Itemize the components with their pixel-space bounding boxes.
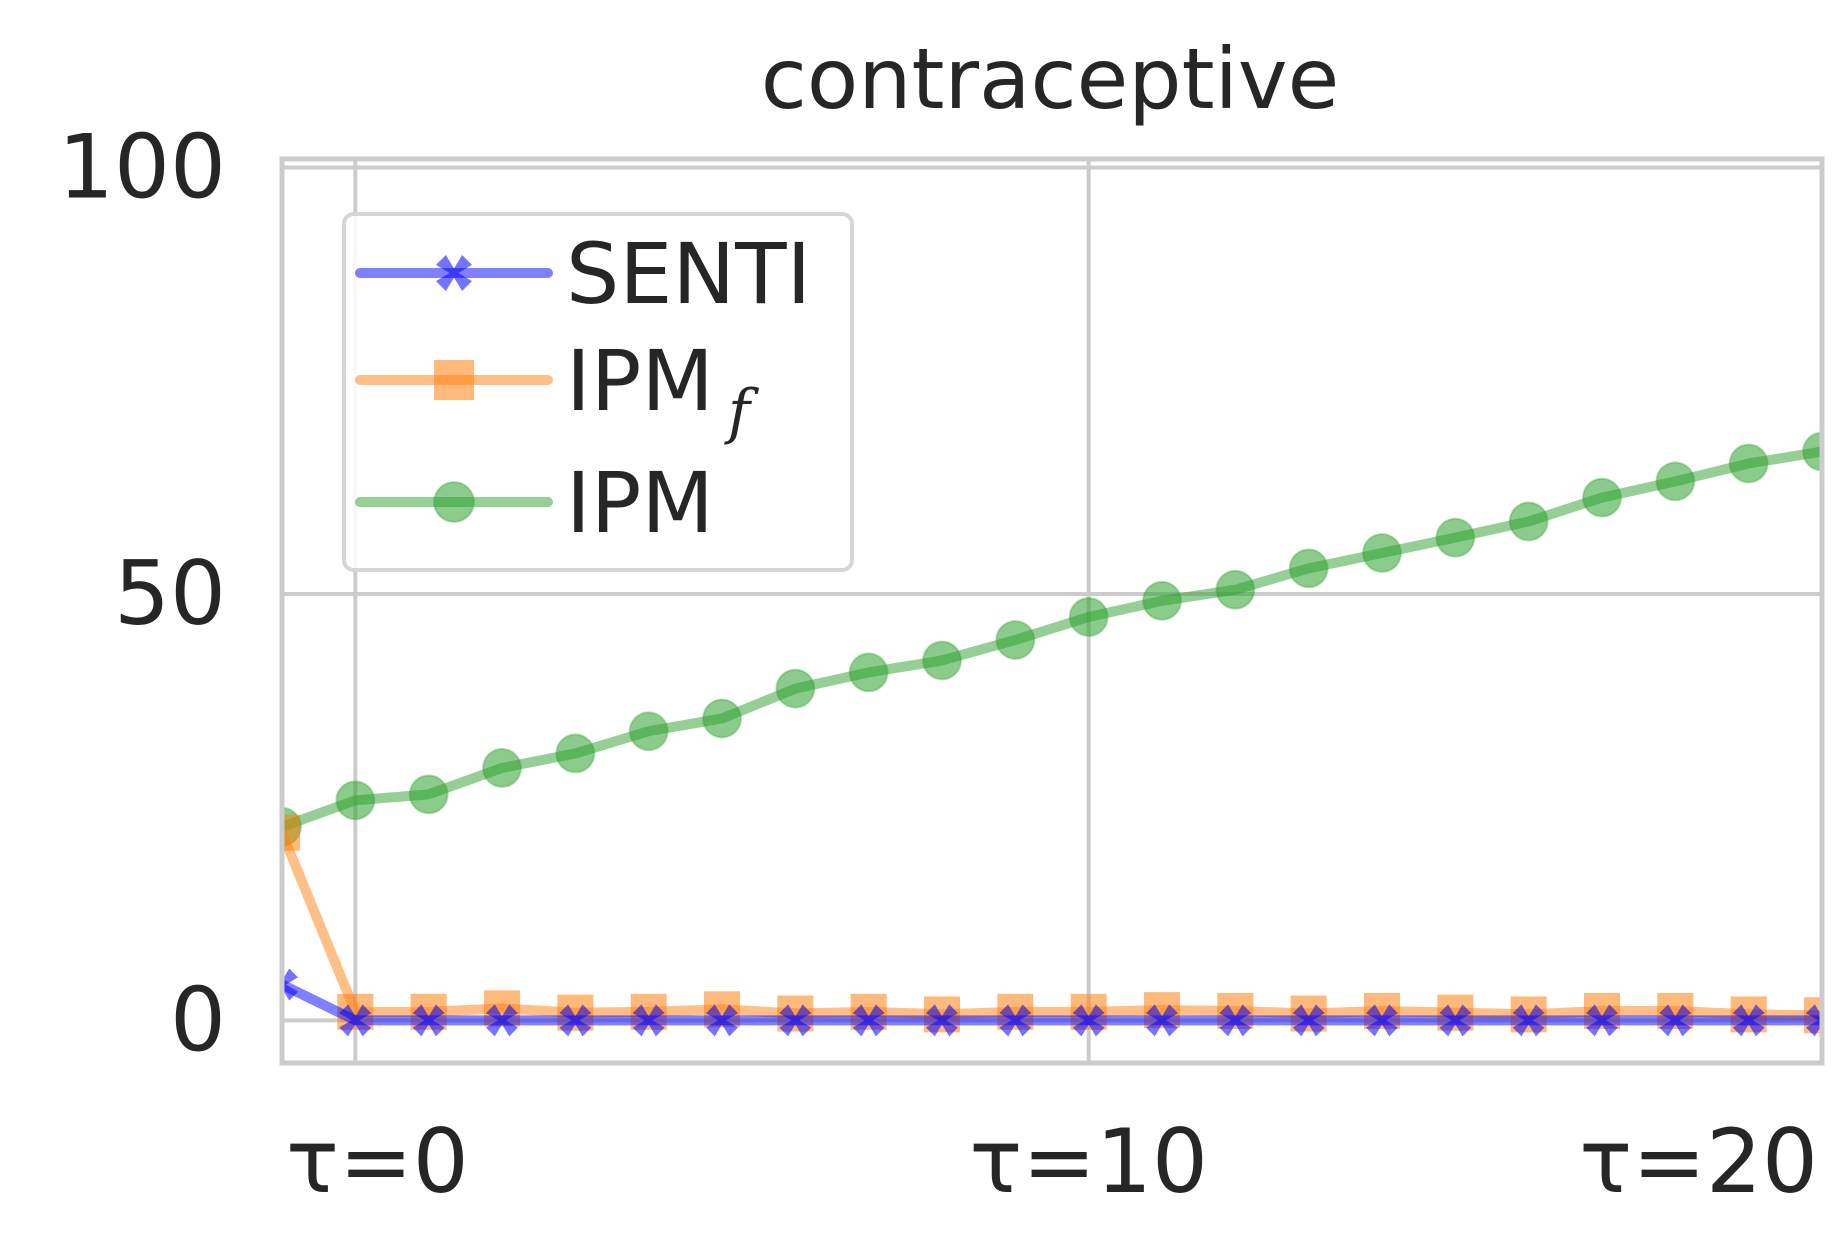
data-point [412, 1004, 445, 1037]
data-point [1435, 517, 1476, 558]
data-point [1366, 1004, 1398, 1037]
data-point [706, 1004, 738, 1037]
data-point [628, 711, 669, 752]
data-point [1512, 1004, 1545, 1037]
data-point [1068, 596, 1109, 637]
x-tick-label: τ=0 [286, 1110, 469, 1213]
data-point [555, 733, 596, 774]
data-point [1728, 443, 1769, 484]
series-1 [282, 814, 1822, 1034]
data-point [922, 640, 962, 681]
legend-swatch-marker [436, 255, 472, 291]
data-point [1142, 580, 1182, 621]
legend-label: IPM [566, 454, 714, 552]
data-point [486, 1004, 518, 1037]
data-point [995, 619, 1036, 660]
series-layer [282, 431, 1822, 1037]
data-point [1439, 1004, 1472, 1037]
data-point [999, 1004, 1032, 1037]
x-tick-label: τ=20 [1579, 1110, 1818, 1213]
series-line [282, 979, 1822, 1026]
legend-label: IPM f [566, 332, 760, 447]
data-point [282, 814, 300, 851]
data-point [1582, 477, 1622, 518]
data-point [1802, 431, 1822, 472]
data-point [1655, 461, 1696, 502]
data-point [1288, 548, 1329, 589]
series-2 [282, 431, 1822, 847]
legend-entry-1: IPM f [355, 332, 760, 447]
y-axis-ticks: 0 50 100 [58, 116, 226, 1072]
data-point [852, 1004, 885, 1037]
legend-entry-2: IPM [355, 454, 714, 552]
data-point [335, 780, 376, 821]
data-point [282, 968, 298, 1001]
data-point [1146, 1004, 1178, 1037]
data-point [632, 1004, 665, 1037]
legend-label: SENTI [566, 225, 811, 323]
y-tick-label: 50 [114, 542, 226, 645]
y-tick-label: 100 [58, 116, 226, 219]
series-line [282, 446, 1822, 832]
legend-entry-0: SENTI [355, 225, 811, 323]
data-point [559, 1004, 592, 1037]
data-point [1219, 1004, 1252, 1037]
data-point [1586, 1004, 1618, 1037]
x-tick-label: τ=10 [969, 1110, 1208, 1213]
data-point [1215, 569, 1256, 610]
x-axis-ticks: τ=0 τ=10 τ=20 [286, 1110, 1818, 1213]
data-point [779, 1004, 812, 1037]
legend-box [342, 212, 854, 572]
data-point [848, 652, 889, 693]
data-point [339, 1004, 372, 1037]
data-point [1806, 1004, 1822, 1037]
data-point [408, 774, 449, 815]
y-tick-label: 0 [170, 968, 226, 1071]
data-point [482, 747, 522, 788]
data-point [926, 1004, 958, 1037]
series-0 [282, 968, 1822, 1037]
data-point [775, 668, 816, 709]
series-line [282, 827, 1822, 1021]
data-point [1072, 1004, 1105, 1037]
legend-swatch-marker [434, 360, 474, 400]
data-point [1508, 501, 1549, 542]
plot-frame [279, 156, 1825, 1066]
data-point [702, 698, 742, 739]
data-point [1659, 1004, 1692, 1037]
chart-title: contraceptive [761, 30, 1340, 128]
data-point [1732, 1004, 1765, 1037]
legend-swatch-marker [433, 481, 475, 523]
data-point [1292, 1004, 1325, 1037]
data-point [1362, 533, 1402, 574]
